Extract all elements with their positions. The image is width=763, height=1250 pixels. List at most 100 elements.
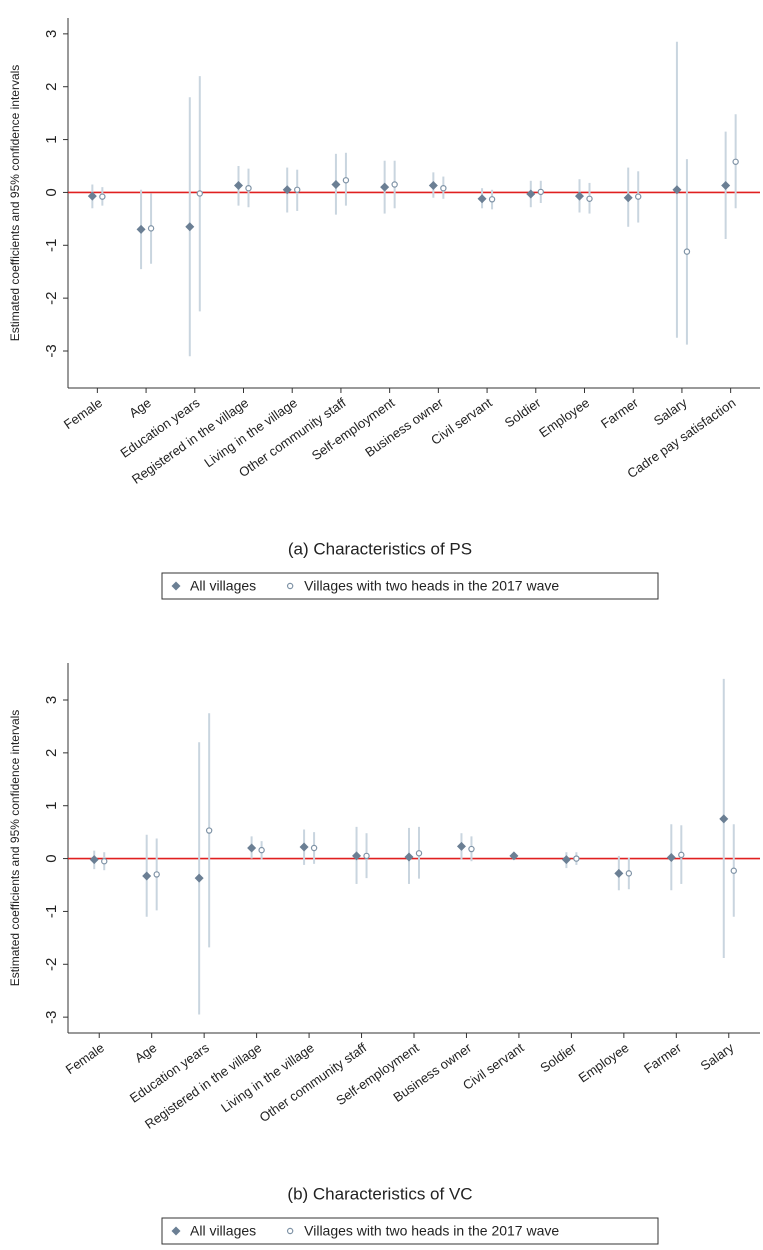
point-estimate [573, 855, 580, 862]
chart-panel: Estimated coefficients and 95% confidenc… [8, 18, 760, 600]
point-estimate [99, 193, 106, 200]
point-estimate [342, 177, 350, 184]
legend: All villages Villages with two heads in t… [161, 572, 659, 600]
point-estimate [185, 222, 195, 232]
y-tick-label: 3 [43, 30, 60, 38]
x-tick-label: Soldier [502, 395, 544, 431]
point-estimate [101, 858, 108, 865]
point-estimate [575, 191, 584, 201]
point-estimate [205, 827, 213, 834]
point-estimate [147, 225, 155, 232]
chart-panel: Estimated coefficients and 95% confidenc… [8, 663, 760, 1245]
point-estimate [683, 248, 691, 255]
point-estimate [331, 180, 341, 189]
point-estimate [245, 184, 252, 192]
point-estimate [586, 195, 593, 202]
x-tick-label: Self-employment [309, 395, 398, 463]
point-estimate [282, 185, 292, 195]
point-estimate [142, 871, 152, 881]
y-tick-label: 2 [43, 749, 60, 757]
point-estimate [87, 191, 97, 201]
x-tick-label: Age [126, 395, 154, 421]
point-estimate [352, 851, 362, 861]
point-estimate [488, 196, 496, 203]
chart-subtitle: (a) Characteristics of PS [288, 539, 472, 558]
legend-box [161, 572, 659, 600]
x-tick-label: Farmer [598, 395, 641, 432]
x-tick-label: Salary [651, 395, 690, 429]
x-tick-label: Age [132, 1040, 160, 1066]
point-estimate [194, 873, 204, 883]
legend-marker [286, 582, 294, 590]
y-axis-label: Estimated coefficients and 95% confidenc… [8, 710, 22, 987]
point-estimate [310, 844, 318, 852]
point-estimate [404, 852, 414, 862]
point-estimate [666, 853, 676, 863]
point-estimate [440, 184, 447, 192]
legend: All villages Villages with two heads in t… [161, 1217, 659, 1245]
y-tick-label: 1 [43, 802, 60, 810]
point-estimate [456, 841, 466, 851]
point-estimate [721, 181, 731, 191]
y-axis-label: Estimated coefficients and 95% confidenc… [8, 65, 22, 342]
point-estimate [234, 181, 243, 191]
y-tick-label: 0 [43, 854, 60, 862]
legend-label: Villages with two heads in the 2017 wave [304, 578, 559, 594]
x-tick-label: Living in the village [218, 1040, 317, 1115]
point-estimate [468, 845, 475, 853]
x-tick-label: Female [61, 395, 105, 432]
y-tick-label: -1 [43, 905, 60, 918]
point-estimate [294, 186, 301, 193]
point-estimate [391, 181, 398, 188]
y-tick-label: 1 [43, 135, 60, 143]
point-estimate [363, 852, 370, 860]
point-estimate [428, 181, 438, 191]
point-estimate [299, 842, 309, 852]
chart-subtitle: (b) Characteristics of VC [287, 1184, 472, 1203]
point-estimate [247, 843, 257, 853]
x-tick-label: Employee [576, 1040, 632, 1085]
point-estimate [635, 193, 642, 200]
point-estimate [672, 185, 682, 195]
legend-box [161, 1217, 659, 1245]
point-estimate [732, 158, 739, 165]
point-estimate [678, 851, 685, 859]
y-tick-label: -3 [43, 344, 60, 357]
point-estimate [623, 193, 633, 203]
y-tick-label: -2 [43, 958, 60, 971]
point-estimate [258, 846, 265, 854]
legend-label: All villages [190, 578, 256, 594]
y-tick-label: -3 [43, 1010, 60, 1023]
point-estimate [380, 182, 390, 192]
point-estimate [89, 855, 99, 865]
point-estimate [196, 190, 203, 197]
legend-marker [171, 1226, 181, 1236]
point-estimate [415, 850, 423, 857]
point-estimate [719, 814, 729, 824]
point-estimate [614, 868, 624, 878]
x-tick-label: Salary [698, 1040, 737, 1074]
point-estimate [153, 871, 160, 878]
point-estimate [561, 855, 571, 865]
point-estimate [509, 851, 519, 861]
point-estimate [526, 189, 536, 199]
x-tick-label: Employee [536, 395, 592, 440]
x-tick-label: Farmer [641, 1040, 684, 1077]
y-tick-label: -1 [43, 239, 60, 252]
legend-marker [171, 581, 181, 591]
point-estimate [477, 194, 487, 204]
y-tick-label: 3 [43, 696, 60, 704]
x-tick-label: Female [63, 1040, 107, 1077]
y-tick-label: 0 [43, 188, 60, 196]
x-tick-label: Soldier [537, 1040, 579, 1076]
point-estimate [537, 188, 544, 196]
legend-label: Villages with two heads in the 2017 wave [304, 1223, 559, 1239]
y-tick-label: 2 [43, 83, 60, 91]
legend-label: All villages [190, 1223, 256, 1239]
y-tick-label: -2 [43, 291, 60, 304]
point-estimate [730, 867, 737, 874]
point-estimate [625, 870, 633, 877]
legend-marker [286, 1227, 294, 1235]
point-estimate [136, 224, 146, 234]
